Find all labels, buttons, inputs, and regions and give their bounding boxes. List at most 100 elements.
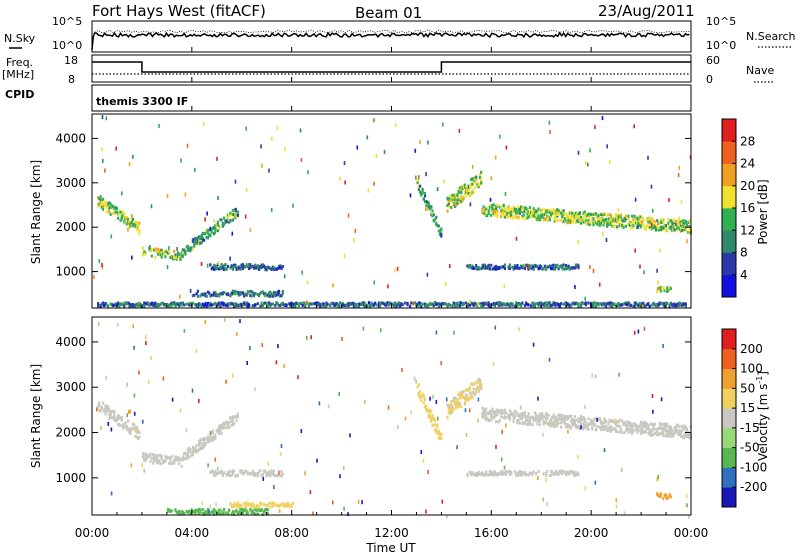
heatmap-cell [213, 268, 216, 272]
heatmap-cell [428, 415, 432, 419]
heatmap-cell [98, 197, 101, 201]
heatmap-cell [565, 301, 568, 305]
heatmap-cell [128, 430, 131, 434]
heatmap-cell [582, 220, 585, 224]
heatmap-cell [482, 205, 485, 209]
heatmap-cell [211, 226, 214, 230]
heatmap-cell [135, 226, 138, 230]
heatmap-cell [159, 302, 162, 306]
heatmap-cell [654, 228, 657, 232]
heatmap-cell [301, 270, 303, 275]
heatmap-cell [468, 396, 472, 400]
colorbar-tick-label: 28 [740, 134, 755, 148]
heatmap-cell [316, 303, 319, 307]
heatmap-cell [477, 266, 480, 270]
heatmap-cell [649, 225, 652, 229]
heatmap-cell [672, 434, 675, 438]
heatmap-cell [280, 267, 283, 270]
heatmap-cell [573, 211, 576, 215]
heatmap-cell [447, 201, 450, 205]
heatmap-cell [180, 511, 183, 515]
heatmap-cell [224, 511, 227, 515]
heatmap-cell [535, 471, 538, 475]
heatmap-cell [688, 436, 691, 440]
heatmap-cell [477, 389, 480, 393]
heatmap-cell [577, 455, 579, 460]
heatmap-cell [545, 473, 548, 477]
heatmap-cell [144, 454, 147, 458]
heatmap-cell [528, 422, 531, 426]
heatmap-cell [598, 282, 601, 287]
heatmap-cell [482, 209, 485, 213]
heatmap-cell [115, 417, 118, 421]
heatmap-cell [99, 408, 102, 412]
heatmap-cell [205, 235, 208, 239]
heatmap-cell [503, 215, 506, 219]
heatmap-cell [223, 471, 226, 475]
cpid-value: themis 3300 IF [96, 95, 188, 108]
heatmap-cell [453, 402, 457, 406]
heatmap-cell [350, 302, 353, 306]
heatmap-cell [512, 416, 515, 420]
heatmap-cell [236, 210, 239, 214]
heatmap-cell [228, 473, 231, 477]
heatmap-cell [210, 267, 213, 271]
heatmap-cell [546, 219, 549, 222]
heatmap-cell [150, 204, 153, 209]
heatmap-cell [652, 424, 655, 428]
heatmap-cell [209, 234, 212, 238]
heatmap-cell [161, 460, 165, 464]
heatmap-cell [256, 302, 259, 306]
heatmap-cell [168, 508, 171, 512]
heatmap-cell [128, 220, 131, 224]
heatmap-cell [270, 501, 273, 505]
heatmap-cell [432, 416, 435, 420]
heatmap-cell [458, 196, 462, 200]
heatmap-cell [637, 329, 640, 334]
heatmap-cell [198, 507, 201, 511]
heatmap-cell [165, 250, 168, 254]
heatmap-cell [503, 416, 506, 420]
heatmap-cell [118, 417, 121, 420]
heatmap-cell [195, 349, 198, 353]
heatmap-cell [122, 302, 125, 306]
heatmap-cell [547, 301, 550, 305]
heatmap-cell [168, 246, 170, 251]
heatmap-cell [586, 422, 589, 426]
heatmap-cell [478, 382, 482, 386]
heatmap-cell [214, 509, 217, 513]
heatmap-cell [550, 208, 553, 212]
heatmap-cell [216, 223, 219, 227]
heatmap-cell [612, 427, 615, 431]
heatmap-cell [521, 215, 524, 218]
heatmap-cell [372, 303, 375, 307]
heatmap-cell [647, 424, 650, 428]
heatmap-cell [470, 182, 473, 186]
heatmap-cell [228, 508, 231, 512]
heatmap-cell [598, 220, 601, 224]
heatmap-cell [201, 236, 204, 240]
heatmap-cell [676, 223, 679, 227]
heatmap-cell [664, 429, 667, 433]
heatmap-cell [174, 253, 177, 257]
heatmap-cell [602, 223, 605, 227]
heatmap-cell [258, 470, 261, 474]
heatmap-cell [609, 301, 613, 305]
heatmap-cell [495, 444, 497, 449]
heatmap-cell [117, 414, 120, 418]
heatmap-cell [438, 437, 442, 441]
heatmap-cell [557, 472, 560, 476]
heatmap-cell [123, 304, 126, 308]
heatmap-cell [396, 266, 399, 271]
heatmap-cell [282, 504, 286, 508]
heatmap-cell [327, 404, 330, 409]
heatmap-cell [179, 294, 181, 299]
heatmap-cell [181, 458, 184, 462]
heatmap-cell [163, 303, 166, 307]
heatmap-cell [171, 257, 175, 261]
heatmap-cell [335, 302, 338, 305]
heatmap-cell [244, 470, 247, 474]
heatmap-cell [143, 468, 146, 473]
heatmap-cell [643, 430, 646, 434]
heatmap-cell [548, 357, 551, 362]
